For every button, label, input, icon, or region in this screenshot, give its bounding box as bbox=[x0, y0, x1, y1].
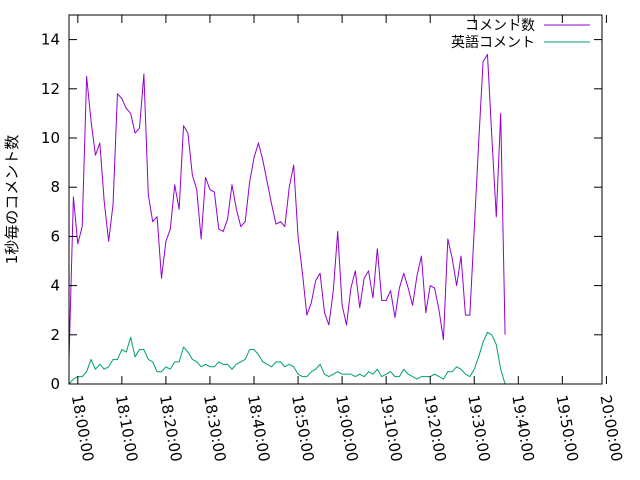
legend-label-1: 英語コメント bbox=[451, 34, 535, 51]
y-tick-label: 12 bbox=[41, 80, 60, 98]
x-tick-label: 19:50:00 bbox=[552, 394, 581, 463]
y-tick-label: 0 bbox=[50, 375, 60, 393]
y-tick-label: 6 bbox=[50, 227, 60, 245]
y-tick-label: 2 bbox=[50, 326, 60, 344]
y-tick-label: 4 bbox=[50, 277, 60, 295]
x-tick-label: 19:20:00 bbox=[420, 394, 449, 463]
x-tick-label: 19:00:00 bbox=[332, 394, 361, 463]
y-tick-label: 14 bbox=[41, 31, 60, 49]
plot-frame bbox=[68, 14, 603, 385]
x-tick-label: 20:00:00 bbox=[596, 394, 625, 463]
y-axis-label: 1秒毎のコメント数 bbox=[3, 135, 21, 265]
series-line-1 bbox=[68, 331, 506, 385]
y-tick-label: 10 bbox=[41, 129, 60, 147]
axis-ticks: 0 2 4 6 8 10 12 14 18:00:00 18:10:00 18:20:00 18:30… bbox=[41, 15, 626, 463]
x-tick-label: 19:10:00 bbox=[376, 394, 405, 463]
x-tick-label: 18:10:00 bbox=[112, 394, 141, 463]
x-tick-label: 18:50:00 bbox=[288, 394, 317, 463]
x-tick-label: 18:30:00 bbox=[200, 394, 229, 463]
x-tick-label: 18:20:00 bbox=[156, 394, 185, 463]
y-tick-label: 8 bbox=[50, 178, 60, 196]
x-tick-label: 18:00:00 bbox=[68, 394, 97, 463]
x-tick-label: 19:40:00 bbox=[508, 394, 537, 463]
y-axis-label-group: 1秒毎のコメント数 bbox=[3, 135, 21, 265]
x-tick-label: 18:40:00 bbox=[244, 394, 273, 463]
legend-label-0: コメント数 bbox=[465, 18, 535, 34]
plot-lines bbox=[68, 53, 506, 385]
series-line-0 bbox=[68, 53, 506, 360]
x-tick-label: 19:30:00 bbox=[464, 394, 493, 463]
